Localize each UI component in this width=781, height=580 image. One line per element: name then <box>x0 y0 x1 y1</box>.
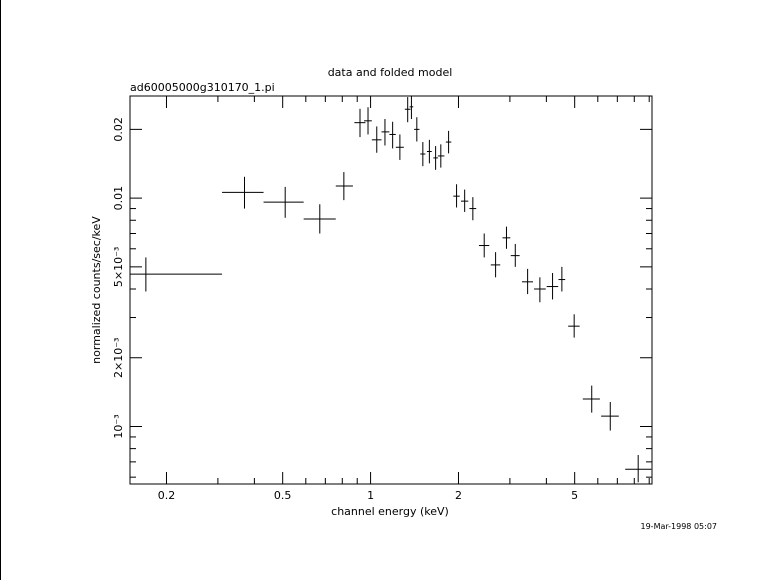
data-point <box>546 273 559 300</box>
window-left-edge <box>0 0 1 580</box>
y-tick-label: 0.02 <box>112 117 125 142</box>
data-point <box>521 268 534 295</box>
data-point <box>409 96 414 120</box>
data-point <box>354 108 366 138</box>
data-point <box>371 126 382 153</box>
y-tick-label: 10⁻³ <box>112 414 125 438</box>
data-point <box>502 226 511 249</box>
x-tick-label: 2 <box>455 489 462 502</box>
x-axis-ticks <box>165 96 650 484</box>
data-point <box>625 455 652 483</box>
data-point <box>582 385 600 413</box>
data-point <box>335 172 353 201</box>
data-point <box>460 189 469 212</box>
data-point <box>364 107 372 135</box>
data-point <box>381 119 390 146</box>
data-point <box>601 402 619 431</box>
data-point <box>568 314 580 338</box>
data-point <box>445 130 452 154</box>
data-point <box>558 266 566 292</box>
data-point <box>130 257 223 292</box>
y-tick-label: 2×10⁻³ <box>112 338 125 378</box>
data-point <box>490 252 501 278</box>
data-point <box>478 233 490 258</box>
data-point <box>395 134 404 160</box>
data-point <box>414 117 420 142</box>
data-point <box>510 243 520 267</box>
data-point <box>404 97 411 123</box>
x-tick-labels: 0.2 0.5 1 2 5 <box>158 489 578 502</box>
data-point <box>303 204 336 234</box>
x-tick-label: 0.5 <box>274 489 292 502</box>
data-points <box>130 96 652 483</box>
chart-subtitle: ad60005000g310170_1.pi <box>130 81 275 94</box>
data-point <box>433 146 438 170</box>
data-point <box>437 144 445 168</box>
x-tick-label: 1 <box>367 489 374 502</box>
data-point <box>453 184 460 208</box>
data-point <box>426 139 432 164</box>
data-point <box>389 121 396 149</box>
chart-title: data and folded model <box>328 66 453 79</box>
data-point <box>222 176 264 209</box>
y-axis-ticks <box>130 128 652 478</box>
data-point <box>263 186 304 218</box>
x-tick-label: 5 <box>571 489 578 502</box>
y-tick-label: 5×10⁻³ <box>112 247 125 287</box>
timestamp: 19-Mar-1998 05:07 <box>641 522 718 531</box>
plot-frame <box>129 95 653 485</box>
data-point <box>469 197 477 221</box>
x-axis-label: channel energy (keV) <box>331 505 449 518</box>
x-tick-label: 0.2 <box>158 489 176 502</box>
data-point <box>420 142 426 167</box>
data-point <box>534 277 546 303</box>
y-tick-label: 0.01 <box>112 186 125 211</box>
y-tick-labels: 10⁻³ 2×10⁻³ 5×10⁻³ 0.01 0.02 <box>112 117 125 438</box>
y-axis-label: normalized counts/sec/keV <box>90 216 103 364</box>
